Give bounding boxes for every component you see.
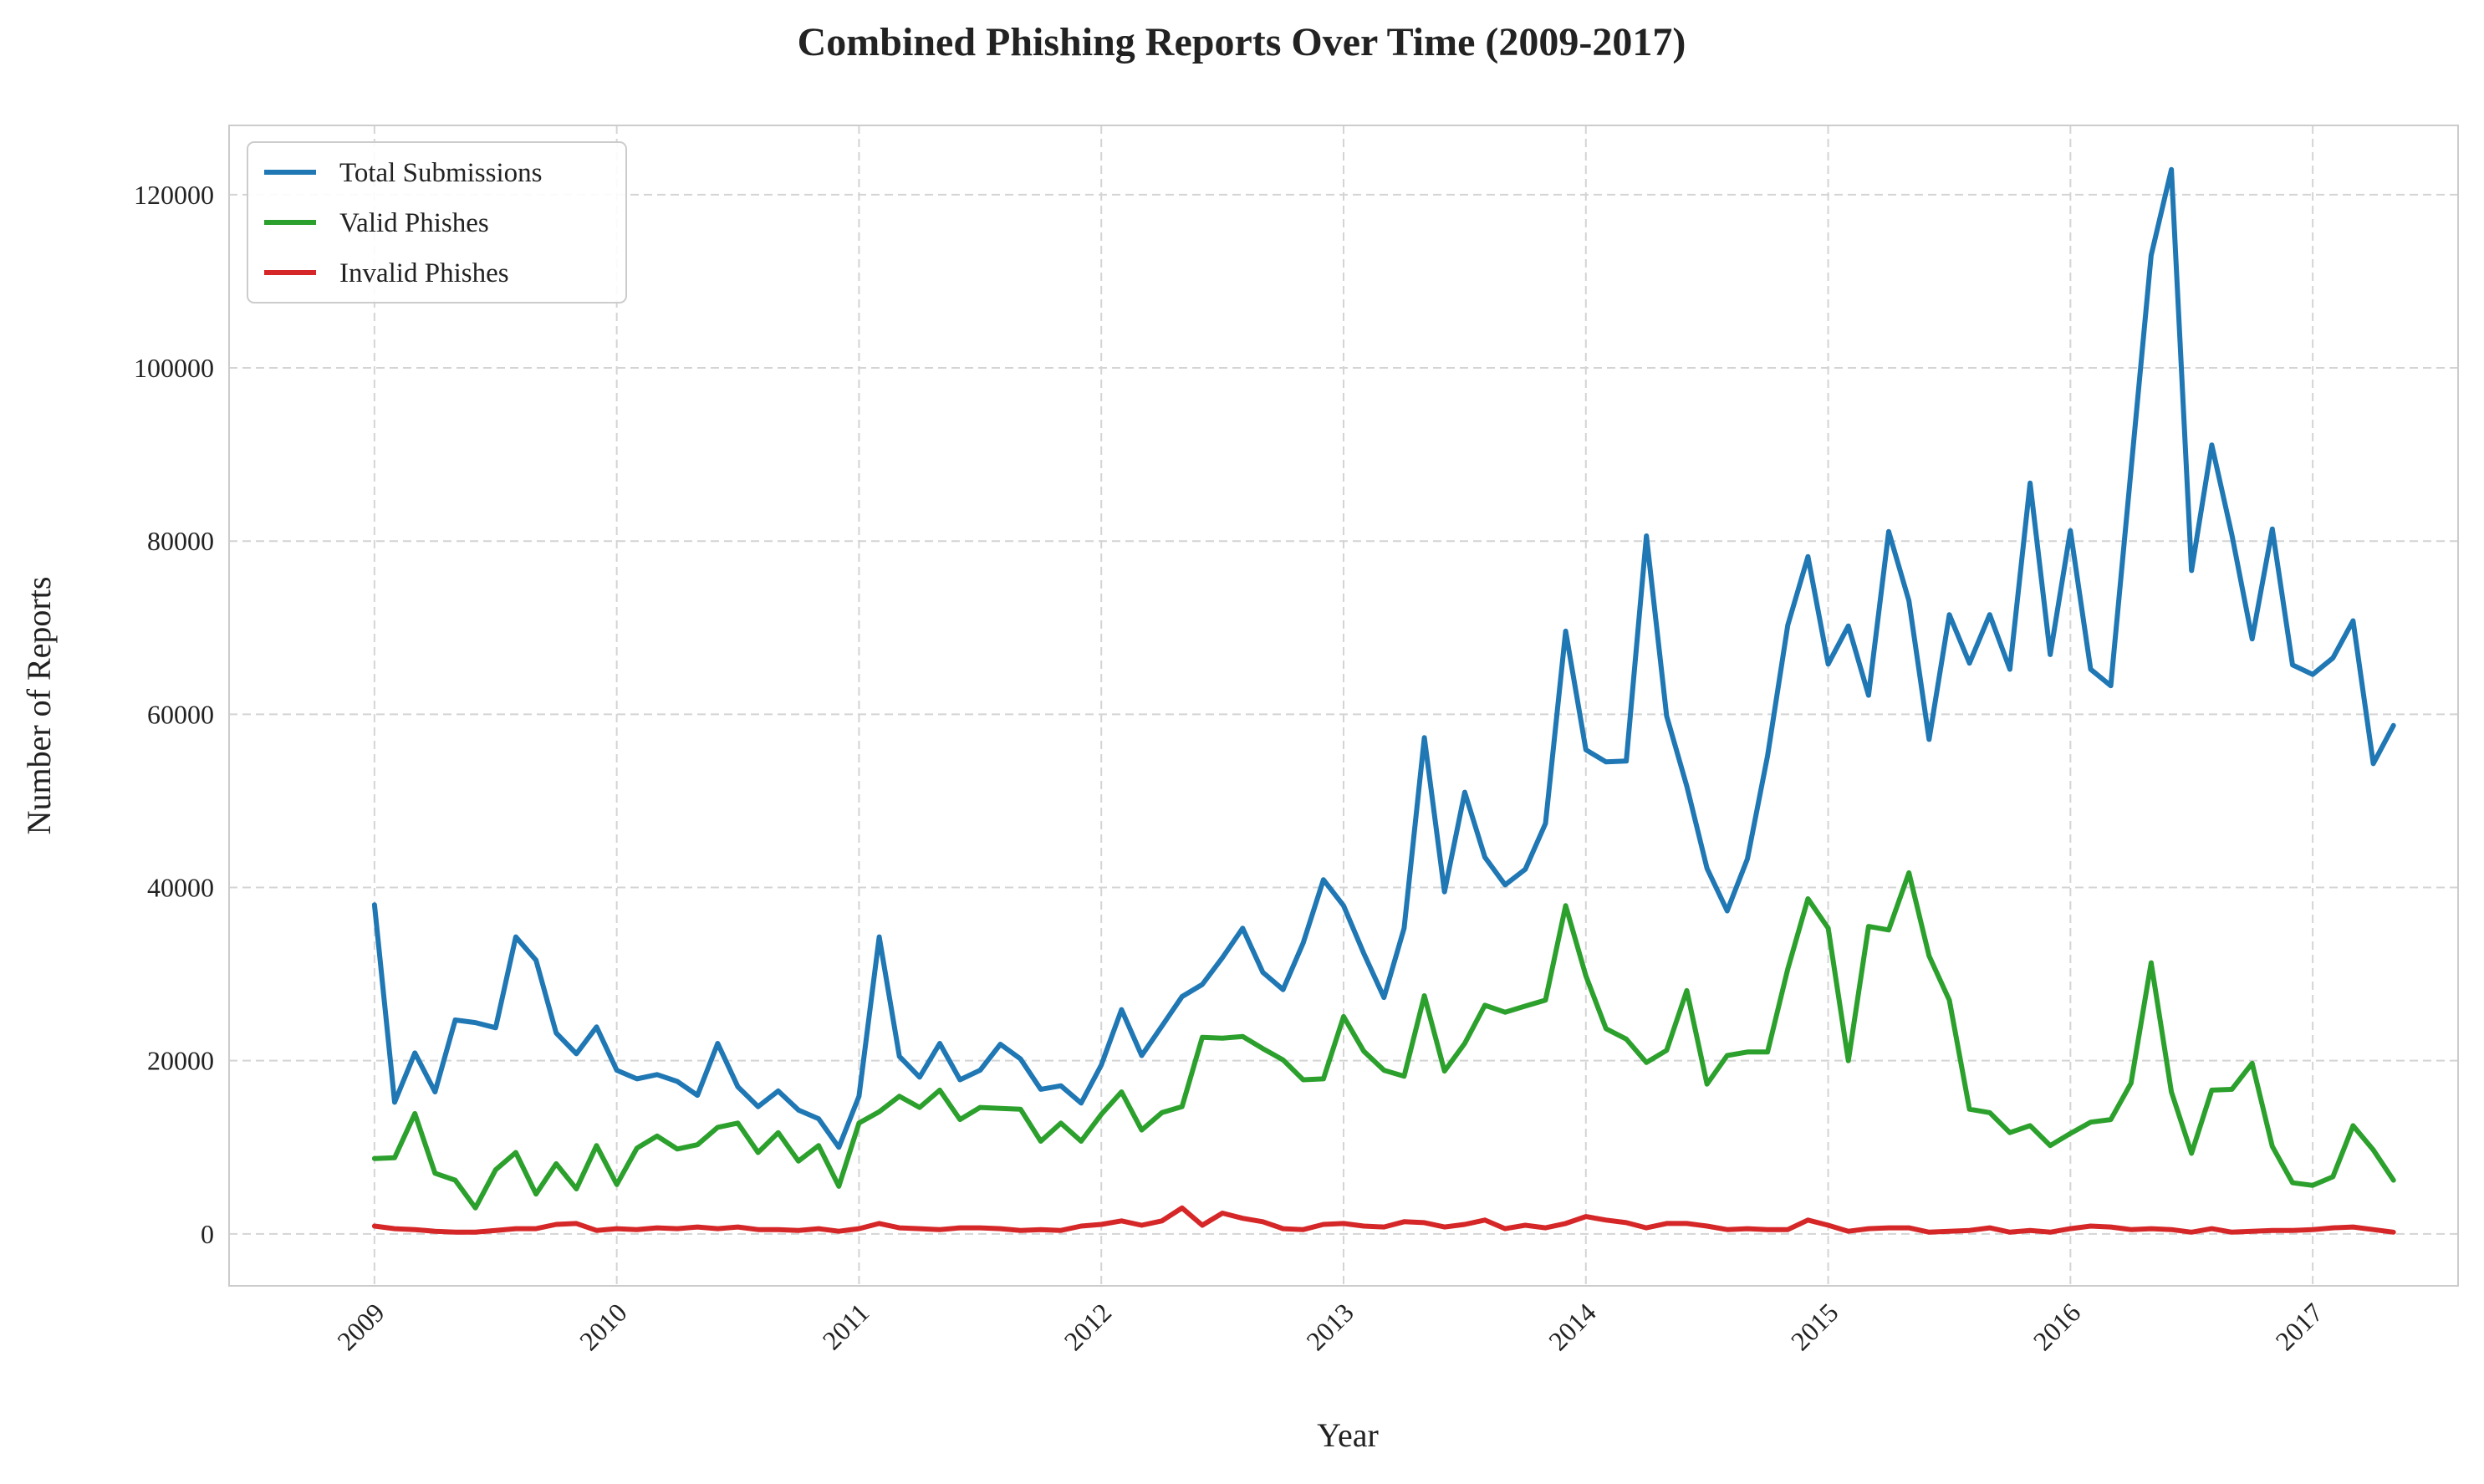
series-lines [371,166,2396,1235]
series-line-valid-phishes [371,869,2396,1211]
legend-label-valid-phishes: Valid Phishes [339,208,489,238]
y-axis-label: Number of Reports [20,577,58,835]
legend-label-invalid-phishes: Invalid Phishes [339,258,509,288]
plot-area-frame [228,125,2459,1287]
series-line-total-submissions [371,166,2396,1150]
y-tick-label: 100000 [134,353,214,383]
legend-box [247,141,627,303]
y-tick-label: 60000 [147,699,214,729]
legend: Total Submissions Valid Phishes Invalid Ph… [247,141,627,303]
y-tick-label: 120000 [134,180,214,210]
y-axis-ticks: 0 20000 40000 60000 80000 100000 120000 [134,180,214,1249]
y-tick-label: 80000 [147,526,214,556]
legend-label-total-submissions: Total Submissions [339,158,542,188]
grid [229,125,2458,1286]
y-tick-label: 40000 [147,873,214,903]
series-line-invalid-phishes [371,1205,2396,1235]
y-tick-label: 20000 [147,1046,214,1076]
x-axis-label: Year [1317,1416,1379,1454]
y-tick-label: 0 [201,1219,214,1249]
chart-title: Combined Phishing Reports Over Time (200… [798,20,1686,64]
